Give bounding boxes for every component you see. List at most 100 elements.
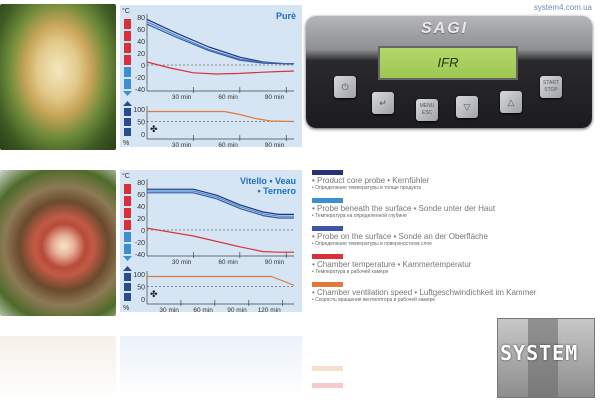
temp-scale-block — [124, 79, 131, 89]
chart-svg: °C% 80 60 40 20 0 -20 -40 30 min 60 min 90 min 100 5… — [122, 172, 295, 312]
down-button[interactable]: ▽ — [456, 96, 478, 118]
temp-y-tick-label: 0 — [141, 228, 145, 235]
vent-y-tick-label: 50 — [137, 120, 145, 127]
temp-scale-block — [124, 196, 131, 206]
vent-x-tick-label: 30 min — [172, 142, 192, 147]
vent-x-tick-label: 30 min — [159, 307, 179, 312]
vent-scale-block — [124, 128, 131, 136]
legend-label-ru: • Определение температуры в поверхностно… — [312, 241, 432, 247]
temp-scale-block — [124, 184, 131, 194]
vent-y-tick-label: 100 — [133, 272, 145, 279]
legend-swatch — [312, 254, 343, 259]
temp-series-line — [146, 227, 294, 253]
legend-item-surface-probe: • Probe on the surface • Sonde an der Ob… — [312, 226, 562, 254]
legend-label: • Probe beneath the surface • Sonde unte… — [312, 204, 496, 213]
menu-esc-button[interactable]: MENU ESC — [416, 99, 438, 121]
temp-unit: °C — [122, 172, 130, 180]
reflection-photo — [0, 336, 116, 400]
legend-label-ru: • Температура на определенной глубине — [312, 213, 407, 219]
start-stop-button[interactable]: START STOP — [540, 76, 562, 98]
site-url[interactable]: system4.com.ua — [533, 3, 592, 12]
title-line: Vitello • Veau — [239, 176, 296, 186]
power-button[interactable]: ⏻ — [334, 76, 356, 98]
vent-x-tick-label: 60 min — [218, 142, 238, 147]
temp-series-line — [146, 23, 294, 65]
temp-series-line — [146, 61, 295, 75]
vent-y-tick-label: 100 — [133, 107, 145, 114]
vent-scale-block — [124, 273, 131, 281]
enter-button[interactable]: ↵ — [372, 92, 394, 114]
temp-y-tick-label: 60 — [137, 192, 145, 199]
temp-y-tick-label: -40 — [135, 252, 145, 259]
temp-series-line — [147, 190, 294, 217]
vent-x-tick-label: 90 min — [265, 142, 285, 147]
vent-series-line — [147, 110, 295, 123]
system4-logo: SYSTEM — [497, 318, 595, 398]
food-photo-veal — [0, 170, 116, 316]
vent-y-tick-label: 50 — [137, 285, 145, 292]
temp-y-tick-label: -20 — [135, 240, 145, 247]
temp-scale-block — [124, 43, 131, 53]
chart-title: Purè — [275, 11, 296, 21]
chart-svg: °C% 80 60 40 20 0 -20 -40 30 min 60 min 90 min 100 5… — [122, 7, 295, 147]
vent-y-tick-label: 0 — [141, 297, 145, 304]
control-panel: SAGI IFR ⏻ ↵ MENU ESC ▽ △ START STOP — [306, 16, 592, 128]
legend-item-chamber-temp: • Chamber temperature • Kammertemperatur… — [312, 254, 562, 282]
temp-y-tick-label: 80 — [137, 15, 145, 22]
legend-label-ru: • Определение температуры в толще продук… — [312, 185, 422, 191]
legend-label: • Probe on the surface • Sonde an der Ob… — [312, 232, 488, 241]
temp-scale-block — [124, 232, 131, 242]
temp-series-line — [147, 188, 294, 216]
temp-scale-block — [124, 208, 131, 218]
vent-y-tick-label: 0 — [141, 132, 145, 139]
vent-x-tick-label: 120 min — [258, 307, 282, 312]
vent-series-line — [147, 275, 295, 286]
chart-reflection — [120, 336, 302, 400]
vent-scale-block — [124, 283, 131, 291]
temp-x-tick-label: 60 min — [218, 259, 238, 266]
temp-x-tick-label: 60 min — [218, 94, 238, 101]
vent-unit: % — [123, 140, 129, 147]
vent-scale-block — [124, 118, 131, 126]
fan-icon: ✤ — [150, 289, 158, 299]
temp-y-tick-label: 40 — [137, 204, 145, 211]
vent-x-tick-label: 90 min — [227, 307, 247, 312]
temp-series-line — [146, 21, 294, 65]
temp-y-tick-label: 60 — [137, 27, 145, 34]
temp-y-tick-label: -20 — [135, 75, 145, 82]
chart-title: Vitello • Veau • Ternero — [240, 176, 296, 196]
legend-swatch — [312, 282, 343, 287]
temp-scale-block — [124, 67, 131, 77]
up-arrow-icon — [123, 266, 132, 271]
vent-unit: % — [123, 305, 129, 312]
temp-scale-block — [124, 220, 131, 230]
temp-series-line — [147, 192, 294, 219]
temp-x-tick-label: 30 min — [172, 259, 192, 266]
legend-label-ru: • Скорость вращения вентилятора в рабоче… — [312, 297, 436, 303]
temp-x-tick-label: 90 min — [265, 94, 285, 101]
legend-item-core-probe: • Product core probe • Kernfühler • Опред… — [312, 170, 562, 198]
legend-label: • Product core probe • Kernfühler — [312, 176, 430, 185]
sagi-logo: SAGI — [421, 20, 469, 37]
down-arrow-icon — [123, 256, 132, 261]
temp-y-tick-label: 20 — [137, 216, 145, 223]
chart-veal: °C% 80 60 40 20 0 -20 -40 30 min 60 min 90 min 100 5… — [120, 170, 302, 312]
temp-y-tick-label: 0 — [141, 63, 145, 70]
vent-x-tick-label: 60 min — [193, 307, 213, 312]
watermark-text: SYSTEM — [500, 341, 579, 365]
up-arrow-icon — [123, 101, 132, 106]
fan-icon: ✤ — [150, 124, 158, 134]
vent-scale-block — [124, 108, 131, 116]
legend-swatch — [312, 198, 343, 203]
temp-y-tick-label: 80 — [137, 180, 145, 187]
legend-swatch — [312, 226, 343, 231]
down-arrow-icon — [123, 91, 132, 96]
legend-label: • Chamber ventilation speed • Luftgeschw… — [312, 288, 537, 297]
title-line: • Ternero — [257, 186, 297, 196]
temp-scale-block — [124, 55, 131, 65]
temp-x-tick-label: 30 min — [172, 94, 192, 101]
up-button[interactable]: △ — [500, 91, 522, 113]
food-photo-pure — [0, 4, 116, 150]
legend-swatch — [312, 170, 343, 175]
temp-y-tick-label: -40 — [135, 87, 145, 94]
